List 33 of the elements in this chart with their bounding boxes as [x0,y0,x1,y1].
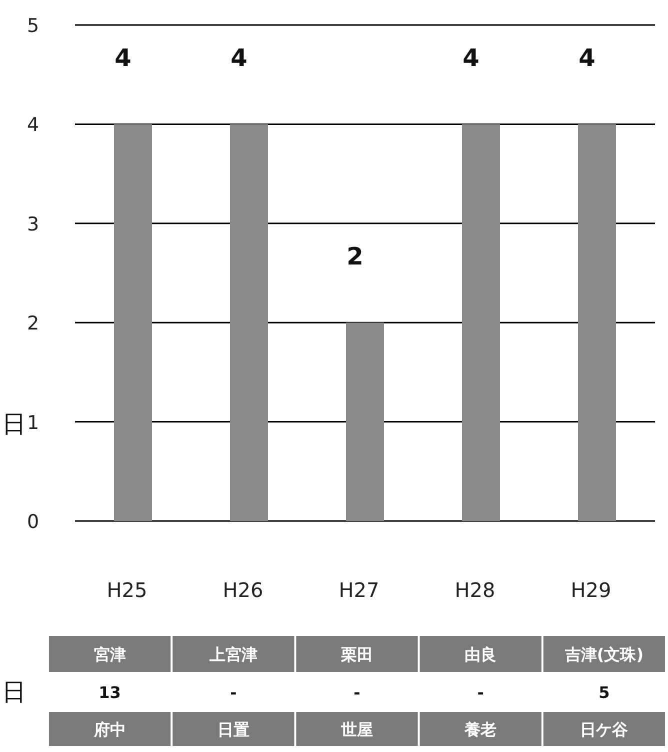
x-tick-label: H26 [222,578,264,602]
text: 宮津 [94,645,126,664]
text: 世屋 [340,720,373,739]
text: - [354,683,360,702]
text: 養老 [464,720,497,739]
x-tick-label: H28 [454,578,496,602]
y-tick-label: 3 [26,213,40,236]
y-tick-label: 2 [26,312,40,335]
text: 栗田 [340,645,373,664]
y-tick-label: 5 [26,15,40,37]
text: 13 [98,683,121,702]
y-tick-label: 4 [26,114,40,136]
y-axis-title: 日 [2,410,26,438]
text: 5 [598,683,610,702]
text: 日置 [217,720,250,739]
data-label: 2 [346,242,364,271]
x-tick-label: H25 [106,578,148,602]
text: - [230,683,237,702]
text: 府中 [92,720,126,739]
y-tick-label: 1 [26,412,40,434]
x-tick-label: H29 [570,578,612,602]
text: - [477,683,484,702]
data-label: 4 [578,44,596,72]
text: 由良 [464,645,497,664]
x-tick-label: H27 [338,578,380,602]
data-label: 4 [114,44,132,72]
text: 吉津(文珠) [564,645,644,664]
data-label: 4 [462,44,480,72]
data-label: 4 [230,44,248,72]
text: 日 [2,678,26,706]
text: 日ケ谷 [580,720,630,739]
y-tick-label: 0 [26,511,40,533]
text: 上宮津 [208,645,258,664]
